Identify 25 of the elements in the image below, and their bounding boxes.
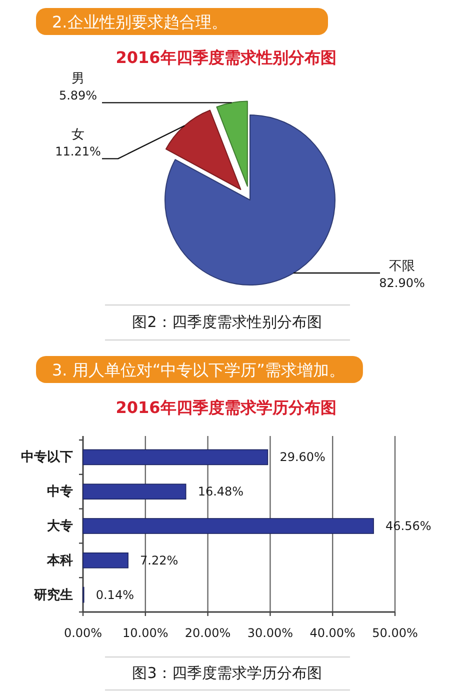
slice-label: 男 (72, 71, 84, 86)
data-label: 11.21% (55, 144, 101, 159)
caption: 图2：四季度需求性别分布图 (132, 313, 322, 331)
x-tick-label: 20.00% (184, 626, 231, 640)
x-tick-label: 40.00% (310, 626, 356, 640)
caption: 图3：四季度需求学历分布图 (132, 664, 322, 682)
chart-title: 2016年四季度需求性别分布图 (116, 48, 336, 66)
y-tick-label: 本科 (46, 552, 73, 568)
y-tick-label: 中专 (47, 483, 73, 500)
x-tick-label: 30.00% (247, 626, 294, 640)
y-tick-label: 中专以下 (21, 448, 73, 465)
x-tick-label: 50.00% (372, 626, 418, 640)
x-tick-label: 0.00% (64, 626, 102, 640)
data-label: 29.60% (280, 450, 326, 464)
chart-title: 2016年四季度需求学历分布图 (116, 398, 336, 416)
data-label: 0.14% (96, 588, 134, 602)
banner: 2.企业性别要求趋合理。 (36, 8, 328, 35)
banner: 3. 用人单位对“中专以下学历”需求增加。 (36, 356, 363, 383)
x-tick-label: 10.00% (122, 626, 168, 640)
slice-label: 女 (72, 127, 84, 142)
slice-label: 不限 (389, 258, 415, 274)
data-label: 5.89% (58, 88, 98, 103)
data-label: 82.90% (379, 276, 425, 290)
y-tick-label: 研究生 (33, 586, 73, 602)
y-tick-label: 大专 (47, 518, 73, 534)
